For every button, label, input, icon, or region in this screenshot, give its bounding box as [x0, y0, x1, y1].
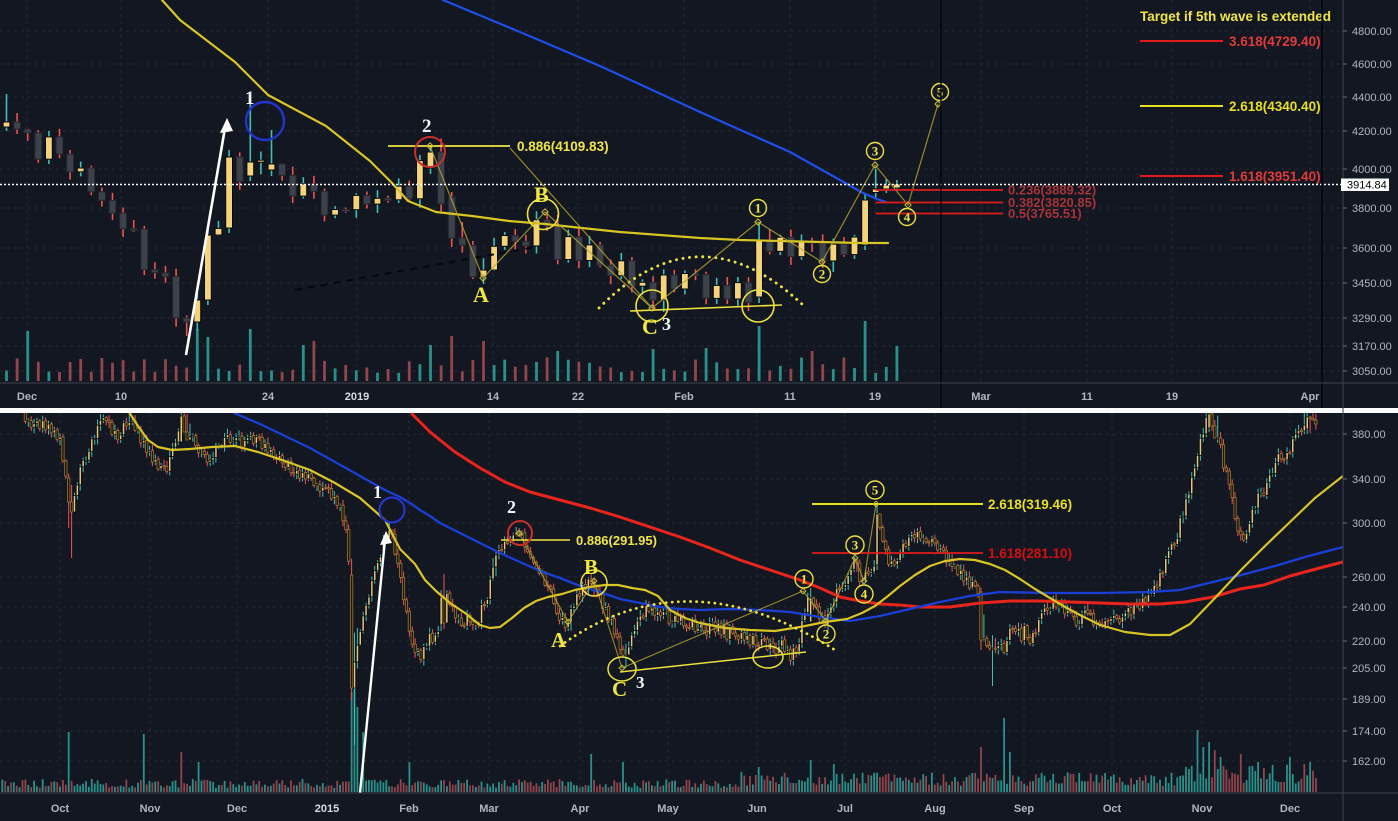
- svg-text:0.886(291.95): 0.886(291.95): [576, 533, 657, 548]
- svg-text:2: 2: [819, 267, 826, 282]
- svg-text:Aug: Aug: [924, 803, 945, 815]
- svg-text:3450.00: 3450.00: [1352, 278, 1392, 290]
- svg-text:0.5(3765.51): 0.5(3765.51): [1008, 206, 1082, 221]
- svg-text:A: A: [551, 628, 567, 652]
- svg-text:B: B: [584, 555, 598, 579]
- svg-text:C: C: [642, 314, 658, 339]
- svg-text:3: 3: [636, 673, 645, 692]
- svg-text:Mar: Mar: [479, 803, 499, 815]
- svg-text:19: 19: [1166, 391, 1178, 403]
- svg-text:Target if 5th wave is extended: Target if 5th wave is extended: [1140, 9, 1331, 24]
- svg-text:Jul: Jul: [837, 803, 853, 815]
- svg-text:A: A: [473, 282, 489, 307]
- svg-text:3: 3: [852, 538, 859, 553]
- svg-text:3800.00: 3800.00: [1352, 203, 1392, 215]
- svg-text:2019: 2019: [345, 391, 369, 403]
- svg-text:174.00: 174.00: [1352, 726, 1386, 738]
- svg-text:4000.00: 4000.00: [1352, 164, 1392, 176]
- svg-text:4200.00: 4200.00: [1352, 126, 1392, 138]
- svg-text:Dec: Dec: [227, 803, 247, 815]
- svg-text:240.00: 240.00: [1352, 602, 1386, 614]
- svg-text:19: 19: [869, 391, 881, 403]
- svg-text:2: 2: [422, 116, 432, 137]
- svg-text:4800.00: 4800.00: [1352, 26, 1392, 38]
- svg-text:380.00: 380.00: [1352, 429, 1386, 441]
- svg-text:Apr: Apr: [1301, 391, 1321, 403]
- svg-text:B: B: [534, 182, 549, 207]
- svg-text:4: 4: [904, 210, 911, 225]
- svg-text:4400.00: 4400.00: [1352, 92, 1392, 104]
- svg-text:3: 3: [662, 314, 671, 334]
- svg-text:300.00: 300.00: [1352, 518, 1386, 530]
- svg-text:4600.00: 4600.00: [1352, 59, 1392, 71]
- svg-text:Jun: Jun: [747, 803, 767, 815]
- svg-text:3290.00: 3290.00: [1352, 313, 1392, 325]
- svg-text:3.618(4729.40): 3.618(4729.40): [1229, 34, 1321, 49]
- svg-text:189.00: 189.00: [1352, 694, 1386, 706]
- svg-text:1.618(3951.40): 1.618(3951.40): [1229, 169, 1321, 184]
- svg-text:3600.00: 3600.00: [1352, 243, 1392, 255]
- svg-text:340.00: 340.00: [1352, 474, 1386, 486]
- svg-text:1: 1: [373, 482, 382, 502]
- svg-text:14: 14: [487, 391, 500, 403]
- svg-text:2015: 2015: [315, 803, 339, 815]
- svg-text:0.886(4109.83): 0.886(4109.83): [517, 139, 609, 154]
- svg-text:162.00: 162.00: [1352, 756, 1386, 768]
- svg-text:Mar: Mar: [971, 391, 991, 403]
- svg-text:2.618(319.46): 2.618(319.46): [988, 497, 1072, 512]
- svg-text:2: 2: [823, 627, 830, 642]
- svg-text:Sep: Sep: [1014, 803, 1034, 815]
- svg-text:Feb: Feb: [674, 391, 694, 403]
- svg-text:10: 10: [115, 391, 127, 403]
- svg-text:Dec: Dec: [1280, 803, 1300, 815]
- svg-text:2.618(4340.40): 2.618(4340.40): [1229, 99, 1321, 114]
- svg-text:Oct: Oct: [51, 803, 70, 815]
- svg-text:3914.84: 3914.84: [1347, 180, 1387, 192]
- svg-text:24: 24: [262, 391, 275, 403]
- svg-text:0.236(3889.32): 0.236(3889.32): [1008, 183, 1096, 198]
- svg-text:205.00: 205.00: [1352, 663, 1386, 675]
- svg-text:11: 11: [1081, 391, 1093, 403]
- svg-text:Nov: Nov: [1192, 803, 1214, 815]
- svg-text:220.00: 220.00: [1352, 636, 1386, 648]
- svg-text:5: 5: [937, 85, 944, 100]
- svg-text:5: 5: [872, 483, 879, 498]
- svg-text:1: 1: [755, 201, 762, 216]
- svg-text:4: 4: [861, 587, 868, 602]
- svg-text:1: 1: [245, 88, 255, 109]
- svg-text:Feb: Feb: [399, 803, 419, 815]
- svg-text:1: 1: [801, 572, 808, 587]
- svg-text:11: 11: [784, 391, 796, 403]
- svg-text:Apr: Apr: [571, 803, 591, 815]
- svg-text:Nov: Nov: [140, 803, 162, 815]
- svg-text:260.00: 260.00: [1352, 572, 1386, 584]
- svg-text:C: C: [612, 677, 627, 701]
- svg-text:3: 3: [872, 144, 879, 159]
- svg-text:22: 22: [572, 391, 584, 403]
- svg-text:0.382(3820.85): 0.382(3820.85): [1008, 195, 1096, 210]
- svg-text:May: May: [657, 803, 679, 815]
- svg-text:1.618(281.10): 1.618(281.10): [988, 546, 1072, 561]
- svg-text:3170.00: 3170.00: [1352, 341, 1392, 353]
- svg-text:3050.00: 3050.00: [1352, 366, 1392, 378]
- svg-text:Oct: Oct: [1103, 803, 1122, 815]
- svg-text:Dec: Dec: [17, 391, 37, 403]
- svg-text:2: 2: [507, 497, 516, 517]
